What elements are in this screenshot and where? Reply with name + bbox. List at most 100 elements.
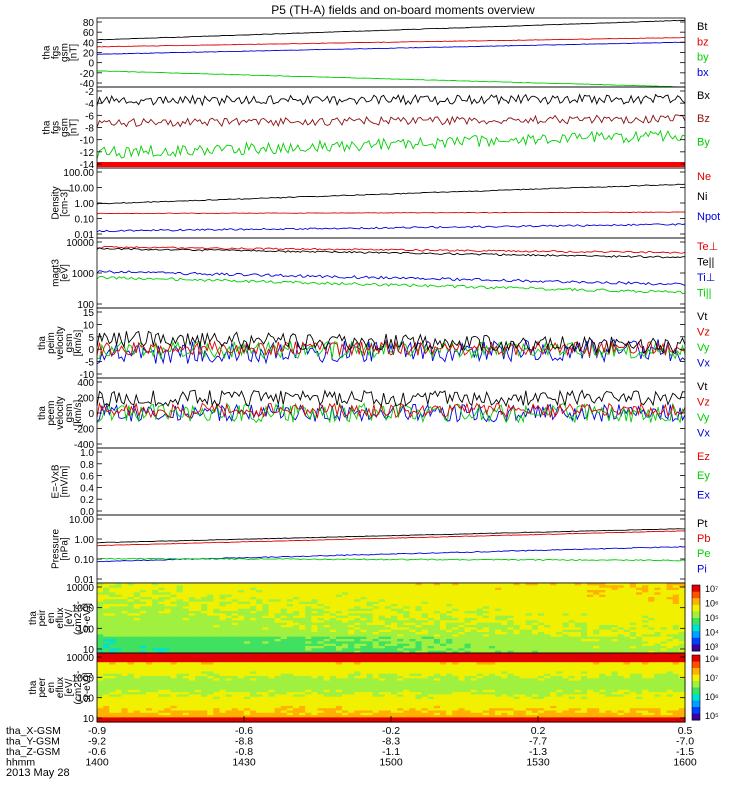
panel-9: 10⁷10⁶10⁵10⁴10³10000100010010thapeirenef… [28, 583, 719, 656]
legend-entry-Bx: Bx [697, 90, 710, 102]
legend-entry-Ti⊥: Ti⊥ [697, 272, 715, 284]
legend-entry-Ex: Ex [697, 489, 710, 501]
colorbar-tick-label: 10⁶ [705, 599, 719, 609]
series-line-Bt [97, 20, 685, 40]
legend-entry-Pe: Pe [697, 548, 710, 560]
y-tick-label: 1.0 [80, 448, 94, 459]
legend-entry-Bz: Bz [697, 113, 710, 125]
panel-frame [97, 87, 685, 168]
legend-entry-Te||: Te|| [697, 257, 714, 269]
legend-entry-Vt: Vt [697, 381, 707, 393]
y-tick-label: 1.00 [75, 199, 95, 210]
legend-entry-Ti||: Ti|| [697, 288, 711, 300]
y-tick-label: 5 [88, 333, 94, 344]
colorbar-tick-label: 10³ [705, 642, 718, 652]
plot-title: P5 (TH-A) fields and on-board moments ov… [271, 3, 535, 17]
y-axis-label-line: [mV/m] [60, 465, 71, 497]
legend-entry-Vz: Vz [697, 397, 710, 409]
legend-entry-Pt: Pt [697, 518, 707, 530]
legend-entry-Ni: Ni [697, 191, 707, 203]
y-tick-label: -8 [85, 124, 94, 135]
legend-entry-Ne: Ne [697, 171, 711, 183]
series-line-by [97, 71, 685, 87]
series-line-Ni [97, 184, 685, 204]
y-tick-label: 10 [83, 320, 95, 331]
series-line-Bz [97, 115, 685, 127]
legend-entry-Te⊥: Te⊥ [697, 241, 718, 253]
legend-entry-bz: bz [697, 36, 709, 48]
legend-entry-bx: bx [697, 67, 709, 79]
y-tick-label: -6 [85, 111, 94, 122]
y-tick-label: 0.8 [80, 460, 94, 471]
series-line-By [97, 131, 685, 159]
panel-10: 10⁸10⁷10⁶10⁵10000100010010thapeereneflux… [28, 653, 719, 725]
colorbar-tick-label: 10⁴ [705, 628, 719, 638]
y-tick-label: 0.10 [75, 215, 95, 226]
y-tick-label: 400 [77, 378, 94, 389]
y-axis-label-line: [nT] [69, 119, 80, 136]
legend-entry-Vx: Vx [697, 428, 710, 440]
legend-entry-Pb: Pb [697, 533, 710, 545]
series-line-bx [97, 42, 685, 54]
y-axis-label-line: [nT] [69, 44, 80, 61]
legend-entry-Vz: Vz [697, 327, 710, 339]
legend-entry-Npot: Npot [697, 211, 720, 223]
panel-3: 100.0010.001.000.100.01Density[cm-3]NeNi… [51, 168, 721, 241]
y-axis-label: Density[cm-3] [51, 186, 71, 219]
series-line-Npot [97, 224, 685, 232]
y-tick-label: 10.00 [69, 184, 94, 195]
flag-band [97, 162, 685, 167]
y-tick-label: -10 [80, 136, 95, 147]
legend-entry-By: By [697, 136, 710, 148]
legend-entry-Pi: Pi [697, 563, 707, 575]
y-tick-label: 15 [83, 308, 95, 319]
series-line-Vt [97, 390, 685, 406]
y-tick-label: -4 [85, 99, 94, 110]
panel-group: 806040200-20-40thafgsgsm[nT]Btbzbybx-2-4… [28, 18, 720, 725]
y-axis-label: thafgsgsm[nT] [42, 118, 80, 137]
panel-5: 151050-5-10thapeimvelocitygsm[km/s]VtVzV… [37, 308, 710, 381]
series-line-Vt [97, 331, 685, 354]
y-tick-label: -12 [80, 148, 95, 159]
legend-entry-Ey: Ey [697, 470, 710, 482]
colorbar-tick-label: 10⁷ [705, 584, 718, 594]
y-tick-label: -2 [85, 87, 94, 98]
y-axis-label-line: [nPa] [60, 537, 71, 561]
y-tick-label: 0.10 [75, 555, 95, 566]
y-tick-label: 1.00 [75, 535, 95, 546]
y-tick-label: 10000 [66, 238, 94, 249]
series-line-Bx [97, 95, 685, 106]
y-tick-label: 1000 [72, 269, 95, 280]
legend-entry-Vx: Vx [697, 358, 710, 370]
legend-entry-Vy: Vy [697, 412, 710, 424]
y-tick-label: -5 [85, 358, 94, 369]
panel-frame [97, 448, 685, 515]
series-line-bz [97, 37, 685, 47]
y-tick-label: 0 [88, 345, 94, 356]
y-axis-label: thapeemvelocitygsm[km/s] [37, 396, 84, 429]
series-line-Ti⊥ [97, 271, 685, 286]
y-axis-label-line: [eV] [60, 264, 71, 282]
panel-frame [97, 308, 685, 378]
y-tick-label: 0.4 [80, 483, 94, 494]
y-tick-label: 100.00 [63, 168, 94, 179]
legend-entry-by: by [697, 52, 709, 64]
y-axis-label: thapeireneflux[eV/(cm2-s-sr-eV)] [28, 601, 93, 635]
legend-entry-Ez: Ez [697, 451, 710, 463]
y-axis-label-line: [km/s] [73, 329, 84, 356]
y-axis-label: Pressure[nPa] [51, 529, 71, 569]
y-axis-label-line: [km/s] [73, 399, 84, 426]
y-tick-label: 10000 [66, 583, 94, 594]
legend-entry-Vt: Vt [697, 311, 707, 323]
y-axis-label: thafgsgsm[nT] [42, 43, 80, 62]
y-axis-label-line: sr-eV)] [82, 603, 93, 633]
series-line-Ne [97, 212, 685, 214]
y-tick-label: 0.2 [80, 495, 94, 506]
